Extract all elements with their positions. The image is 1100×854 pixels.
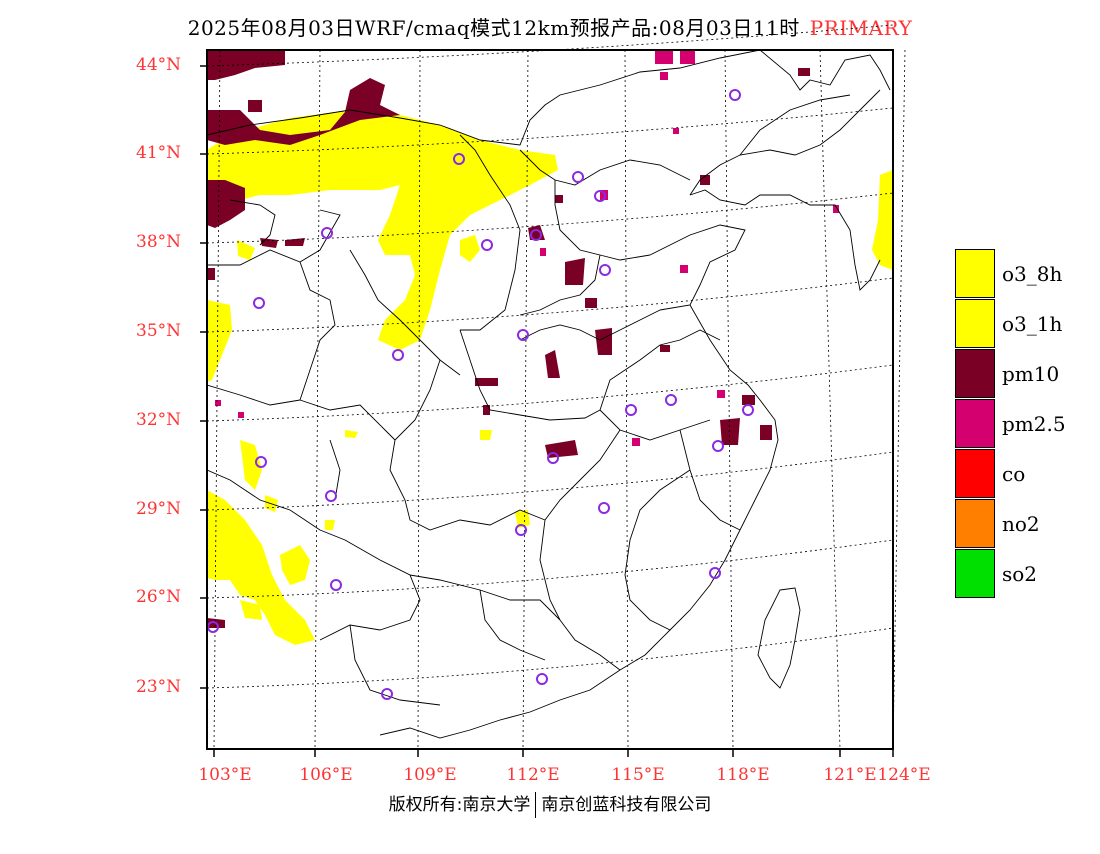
legend-item-o3-1h: o3_1h	[955, 299, 1095, 349]
legend-label: co	[1002, 462, 1026, 486]
map-title: 2025年08月03日WRF/cmaq模式12km预报产品:08月03日11时 P…	[0, 12, 1100, 41]
longitude-gridlines	[213, 49, 906, 750]
legend-label: pm10	[1002, 362, 1060, 386]
legend-swatch	[955, 549, 995, 598]
legend-item-no2: no2	[955, 499, 1095, 549]
legend-label: o3_1h	[1002, 312, 1063, 336]
lon-label-115: 115°E	[611, 765, 665, 785]
title-text: 2025年08月03日WRF/cmaq模式12km预报产品:08月03日11时	[187, 16, 800, 40]
lon-label-121: 121°E	[823, 765, 877, 785]
province-boundaries	[207, 50, 891, 739]
legend-label: o3_8h	[1002, 262, 1063, 286]
latitude-gridlines	[206, 24, 894, 689]
pm10-regions	[207, 50, 810, 628]
lat-label-44: 44°N	[136, 55, 182, 75]
lon-ticks	[213, 749, 894, 757]
copyright-right: 南京创蓝科技有限公司	[541, 795, 712, 815]
lon-label-109: 109°E	[403, 765, 457, 785]
pollutant-legend: o3_8h o3_1h pm10 pm2.5 co no2 so2	[955, 249, 1095, 599]
lon-label-124: 124°E	[877, 765, 931, 785]
legend-swatch	[955, 399, 995, 448]
lon-label-112: 112°E	[506, 765, 560, 785]
legend-label: no2	[1002, 512, 1040, 536]
legend-item-co: co	[955, 449, 1095, 499]
lat-label-23: 23°N	[136, 677, 182, 697]
lat-label-35: 35°N	[136, 321, 182, 341]
lat-ticks	[200, 65, 207, 689]
legend-swatch	[955, 499, 995, 548]
map-frame	[206, 49, 894, 750]
lat-label-38: 38°N	[136, 232, 182, 252]
legend-item-pm10: pm10	[955, 349, 1095, 399]
lat-label-32: 32°N	[136, 410, 182, 430]
lat-label-29: 29°N	[136, 499, 182, 519]
lon-label-103: 103°E	[198, 765, 252, 785]
legend-item-o3-8h: o3_8h	[955, 249, 1095, 299]
footer-separator	[535, 792, 537, 818]
legend-label: pm2.5	[1002, 412, 1066, 436]
legend-swatch	[955, 249, 995, 298]
legend-item-so2: so2	[955, 549, 1095, 599]
o3-exceedance-regions	[207, 110, 893, 645]
lat-label-41: 41°N	[136, 143, 182, 163]
lat-label-26: 26°N	[136, 587, 182, 607]
lon-label-118: 118°E	[716, 765, 770, 785]
pm25-regions	[215, 50, 839, 446]
site-markers	[207, 89, 754, 700]
legend-swatch	[955, 449, 995, 498]
copyright-footer: 版权所有:南京大学 南京创蓝科技有限公司	[0, 790, 1100, 818]
primary-tag: PRIMARY	[809, 16, 913, 40]
legend-label: so2	[1002, 562, 1038, 586]
legend-swatch	[955, 349, 995, 398]
lon-label-106: 106°E	[299, 765, 353, 785]
copyright-left: 版权所有:南京大学	[388, 795, 531, 815]
legend-swatch	[955, 299, 995, 348]
legend-item-pm25: pm2.5	[955, 399, 1095, 449]
